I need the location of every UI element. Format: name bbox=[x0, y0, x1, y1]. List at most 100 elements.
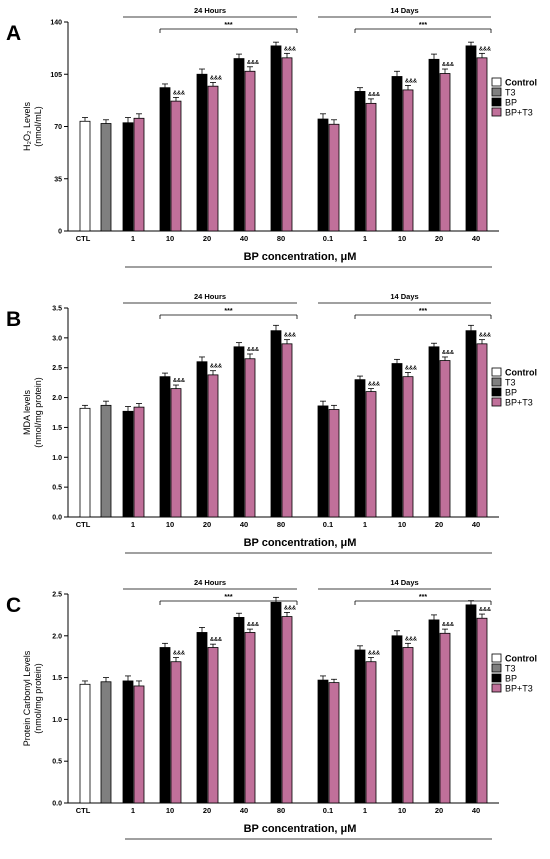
bar-bp-t3 bbox=[328, 682, 340, 804]
legend-swatch bbox=[491, 97, 502, 107]
y-axis-label-line: (nmol/mg protein) bbox=[33, 663, 43, 734]
y-tick-label: 105 bbox=[50, 72, 62, 79]
panel-label: C bbox=[6, 594, 21, 617]
x-tick-label: 1 bbox=[131, 520, 135, 529]
bar-bp bbox=[196, 73, 208, 232]
bar-bp bbox=[465, 330, 477, 518]
legend-swatch bbox=[491, 683, 502, 693]
chart-panel-b: B MDA levels(nmol/mg protein) 0.0 0.5 1.0 1.5… bbox=[0, 286, 550, 572]
x-tick-label: 80 bbox=[277, 234, 285, 243]
significance-label: *** bbox=[224, 22, 232, 29]
bar-bp-t3 bbox=[207, 647, 219, 804]
y-tick-label: 0 bbox=[58, 229, 62, 236]
significance-annotation: &&& bbox=[442, 350, 454, 356]
legend-label: BP+T3 bbox=[505, 108, 533, 118]
bar-bp bbox=[122, 410, 134, 518]
x-tick-label: 20 bbox=[203, 520, 211, 529]
bar-bp-t3 bbox=[244, 632, 256, 804]
y-tick-label: 140 bbox=[50, 20, 62, 27]
significance-annotation: &&& bbox=[247, 622, 259, 628]
legend-label: T3 bbox=[505, 88, 516, 98]
x-tick-label: 40 bbox=[472, 520, 480, 529]
significance-annotation: &&& bbox=[368, 382, 380, 388]
legend-swatch bbox=[491, 87, 502, 97]
y-tick-label: 0.5 bbox=[52, 485, 62, 492]
bar-bp-t3 bbox=[402, 647, 414, 804]
y-tick-label: 3.0 bbox=[52, 335, 62, 342]
bar-bp-t3 bbox=[133, 117, 145, 232]
bar-bp-t3 bbox=[476, 57, 488, 232]
legend-swatch bbox=[491, 663, 502, 673]
significance-annotation: &&& bbox=[405, 365, 417, 371]
x-tick-label: 1 bbox=[363, 234, 367, 243]
bar-bp-t3 bbox=[170, 100, 182, 232]
significance-annotation: &&& bbox=[442, 62, 454, 68]
significance-annotation: &&& bbox=[247, 347, 259, 353]
x-tick-label: 80 bbox=[277, 520, 285, 529]
bar-control bbox=[79, 407, 91, 518]
significance-annotation: &&& bbox=[247, 60, 259, 66]
legend-swatch bbox=[491, 653, 502, 663]
y-tick-label: 35 bbox=[54, 176, 62, 183]
bar-bp-t3 bbox=[439, 73, 451, 232]
x-axis-label: BP concentration, μM bbox=[244, 823, 357, 835]
x-tick-label: 20 bbox=[203, 806, 211, 815]
group-title: 24 Hours bbox=[194, 578, 226, 587]
significance-annotation: &&& bbox=[479, 607, 491, 613]
significance-annotation: &&& bbox=[405, 636, 417, 642]
bar-bp bbox=[196, 632, 208, 804]
legend-swatch bbox=[491, 377, 502, 387]
bar-bp bbox=[391, 635, 403, 804]
x-tick-label: 0.1 bbox=[323, 520, 333, 529]
x-tick-label: 10 bbox=[166, 234, 174, 243]
y-tick-label: 1.0 bbox=[52, 455, 62, 462]
bar-bp-t3 bbox=[133, 406, 145, 518]
bar-bp bbox=[428, 58, 440, 232]
legend-swatch bbox=[491, 397, 502, 407]
bar-bp-t3 bbox=[365, 391, 377, 518]
significance-annotation: &&& bbox=[442, 622, 454, 628]
significance-annotation: &&& bbox=[284, 333, 296, 339]
legend-label: Control bbox=[505, 368, 537, 378]
significance-label: *** bbox=[224, 308, 232, 315]
y-axis-label: Protein Carbonyl Levels(nmol/mg protein) bbox=[22, 650, 43, 746]
panel-label: A bbox=[6, 22, 21, 45]
significance-annotation: &&& bbox=[210, 637, 222, 643]
legend-label: T3 bbox=[505, 664, 516, 674]
group-title: 24 Hours bbox=[194, 292, 226, 301]
group-title: 14 Days bbox=[390, 578, 418, 587]
x-tick-label: 0.1 bbox=[323, 806, 333, 815]
x-tick-label: 20 bbox=[435, 806, 443, 815]
significance-annotation: &&& bbox=[405, 78, 417, 84]
bar-bp bbox=[233, 58, 245, 232]
bar-t3 bbox=[100, 681, 112, 804]
y-axis-label-line: (nmol/mg protein) bbox=[33, 377, 43, 448]
x-tick-label: 1 bbox=[131, 234, 135, 243]
x-tick-label: 1 bbox=[363, 520, 367, 529]
x-tick-label: CTL bbox=[76, 806, 91, 815]
bar-chart-c: C Protein Carbonyl Levels(nmol/mg protein… bbox=[6, 578, 537, 840]
group-title: 14 Days bbox=[390, 292, 418, 301]
bar-t3 bbox=[100, 404, 112, 518]
legend-label: BP bbox=[505, 388, 517, 398]
y-tick-label: 1.5 bbox=[52, 425, 62, 432]
bar-bp-t3 bbox=[476, 617, 488, 804]
x-tick-label: 20 bbox=[203, 234, 211, 243]
legend-label: BP bbox=[505, 98, 517, 108]
bar-bp bbox=[317, 405, 329, 518]
y-tick-label: 0.5 bbox=[52, 759, 62, 766]
group-title: 24 Hours bbox=[194, 6, 226, 15]
significance-annotation: &&& bbox=[210, 75, 222, 81]
legend-label: T3 bbox=[505, 378, 516, 388]
bar-t3 bbox=[100, 123, 112, 232]
y-tick-label: 3.5 bbox=[52, 306, 62, 313]
legend-swatch bbox=[491, 673, 502, 683]
x-tick-label: 20 bbox=[435, 520, 443, 529]
group-title: 14 Days bbox=[390, 6, 418, 15]
bar-bp-t3 bbox=[328, 409, 340, 518]
bar-bp bbox=[159, 87, 171, 232]
y-tick-label: 2.0 bbox=[52, 395, 62, 402]
x-tick-label: 1 bbox=[363, 806, 367, 815]
bar-bp bbox=[270, 330, 282, 518]
